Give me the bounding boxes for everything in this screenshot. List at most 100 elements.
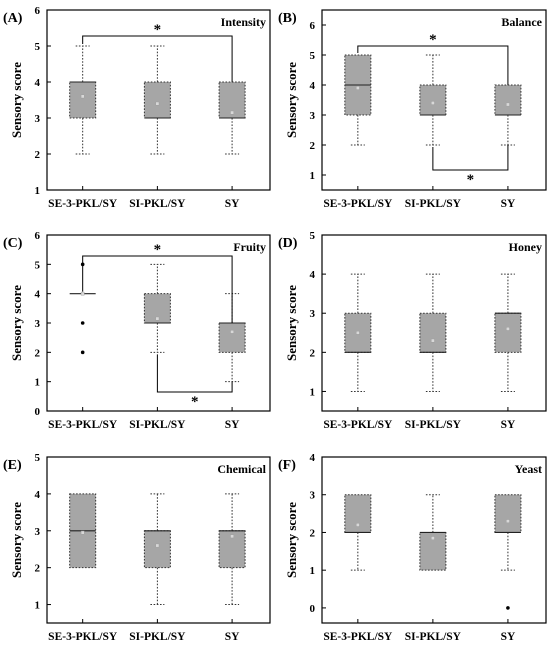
mean-marker (356, 523, 360, 527)
y-tick-label: 3 (35, 318, 41, 330)
plot-frame (46, 9, 271, 191)
box-plot (143, 263, 171, 353)
panel-title: Yeast (515, 462, 542, 476)
box-plot (494, 273, 522, 392)
iqr-box (494, 84, 522, 116)
significance-bracket (156, 354, 233, 393)
panel-letter: (B) (278, 11, 297, 26)
iqr-box (218, 322, 246, 353)
panel-title: Intensity (221, 15, 266, 29)
y-tick-label: 5 (310, 230, 316, 242)
x-category-label: SI-PKL/SY (405, 631, 462, 643)
chart-panel: 0 1 2 3 4 5 6 Sensory score (C) Fruity SE-3-PKL/SY… (3, 230, 271, 431)
panel-letter: (A) (3, 11, 23, 26)
panel-letter: (D) (278, 236, 298, 251)
x-category-label: SE-3-PKL/SY (48, 631, 118, 643)
y-axis-title: Sensory score (284, 62, 299, 138)
panel-letter: (E) (3, 458, 22, 473)
x-category-label: SE-3-PKL/SY (48, 198, 118, 210)
panel-title: Chemical (217, 462, 266, 476)
box-plot (419, 273, 447, 392)
box-plot (494, 494, 522, 610)
chart-panel: 1 2 3 4 5 Sensory score (E) Chemical SE-3-PKL/SY… (3, 452, 271, 643)
x-category-label: SY (225, 631, 240, 643)
significance-bracket (82, 35, 233, 82)
x-category-label: SY (501, 198, 516, 210)
significance-bracket (357, 45, 509, 85)
y-tick-label: 6 (35, 230, 41, 242)
chart-panel: 0 1 2 3 4 Sensory score (F) Yeast SE-3-PKL/SY SI-… (278, 452, 547, 643)
y-tick-label: 4 (35, 489, 41, 501)
mean-marker (155, 543, 160, 548)
x-category-label: SE-3-PKL/SY (48, 419, 118, 431)
mean-marker (431, 536, 435, 540)
mean-marker (230, 330, 234, 334)
x-category-label: SI-PKL/SY (129, 419, 186, 431)
x-category-label: SE-3-PKL/SY (323, 419, 393, 431)
iqr-box (419, 84, 447, 116)
significance-star: * (154, 22, 162, 38)
y-tick-label: 1 (310, 170, 316, 182)
y-tick-label: 1 (35, 600, 41, 612)
mean-marker (155, 101, 160, 106)
outlier-point (506, 606, 510, 610)
y-tick-label: 1 (310, 565, 316, 577)
box-plot (344, 494, 372, 571)
outlier-point (80, 350, 85, 355)
panel-letter: (C) (3, 236, 23, 251)
box-plot (419, 494, 447, 571)
significance-star: * (467, 172, 475, 188)
chart-panel: 1 2 3 4 5 6 Sensory score (B) Balance SE-3-PKL/SY… (278, 9, 547, 210)
iqr-box (143, 530, 171, 569)
box-plot (143, 45, 171, 155)
y-tick-label: 1 (35, 377, 41, 389)
x-category-label: SI-PKL/SY (129, 198, 186, 210)
plot-frame (321, 234, 547, 412)
box-plot (69, 493, 97, 569)
mean-marker (431, 338, 435, 343)
mean-marker (506, 519, 510, 523)
y-axis-title: Sensory score (9, 285, 24, 361)
y-tick-label: 2 (35, 149, 41, 161)
y-tick-label: 2 (35, 563, 41, 575)
box-plot (69, 45, 97, 155)
plot-frame (321, 9, 547, 191)
y-tick-label: 3 (310, 308, 316, 320)
outlier-point (80, 321, 85, 325)
mean-marker (356, 330, 360, 335)
y-tick-label: 5 (35, 41, 41, 53)
y-tick-label: 1 (310, 386, 316, 398)
y-tick-label: 5 (310, 50, 316, 62)
mean-marker (80, 94, 85, 99)
iqr-box (69, 81, 97, 119)
y-tick-label: 0 (35, 406, 41, 418)
x-category-label: SI-PKL/SY (405, 198, 462, 210)
mean-marker (506, 102, 510, 107)
significance-bracket (432, 145, 509, 171)
x-category-label: SY (501, 631, 516, 643)
y-tick-label: 4 (310, 269, 316, 281)
mean-marker (80, 530, 85, 535)
y-tick-label: 0 (310, 603, 316, 615)
chart-panel: 1 2 3 4 5 6 Sensory score (A) Intensity SE-3-PKL/… (3, 5, 271, 210)
x-category-label: SI-PKL/SY (405, 419, 462, 431)
y-tick-label: 2 (310, 347, 316, 359)
y-tick-label: 5 (35, 259, 41, 271)
plot-frame (321, 456, 547, 624)
significance-star: * (154, 242, 162, 258)
y-tick-label: 5 (35, 452, 41, 464)
y-tick-label: 1 (35, 185, 41, 197)
iqr-box (494, 312, 522, 353)
y-axis-title: Sensory score (284, 502, 299, 578)
y-tick-label: 2 (310, 527, 316, 539)
mean-marker (431, 101, 435, 105)
box-plot (344, 273, 372, 392)
panel-title: Balance (501, 15, 542, 29)
y-tick-label: 4 (35, 77, 41, 89)
x-category-label: SE-3-PKL/SY (323, 198, 393, 210)
box-plot (143, 493, 171, 606)
significance-star: * (191, 394, 199, 410)
box-plot (344, 54, 372, 146)
x-category-label: SY (225, 419, 240, 431)
box-plot (218, 493, 246, 606)
